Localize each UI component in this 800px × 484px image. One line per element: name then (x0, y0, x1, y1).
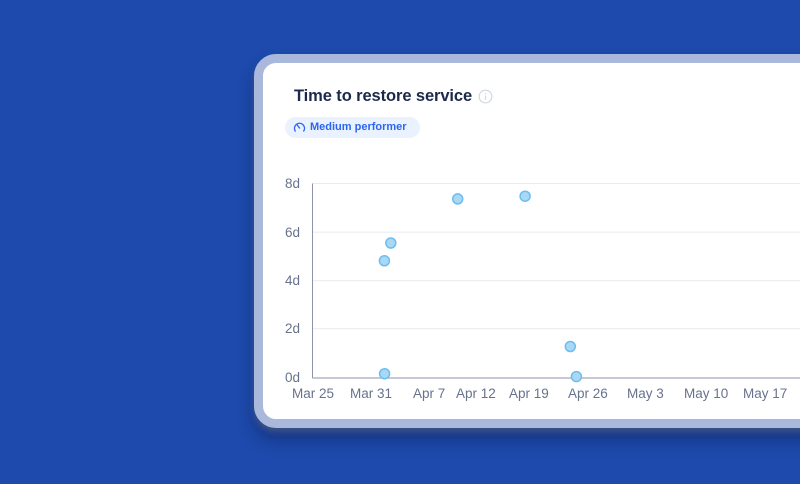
svg-text:Apr 7: Apr 7 (413, 386, 445, 401)
svg-text:Apr 12: Apr 12 (456, 386, 496, 401)
svg-text:Mar 31: Mar 31 (350, 386, 392, 401)
svg-text:4d: 4d (285, 273, 300, 288)
svg-text:May 3: May 3 (627, 386, 664, 401)
svg-text:May 10: May 10 (684, 386, 728, 401)
svg-text:0d: 0d (285, 370, 300, 385)
svg-text:Mar 25: Mar 25 (292, 386, 334, 401)
svg-text:6d: 6d (285, 225, 300, 240)
svg-text:8d: 8d (285, 176, 300, 191)
svg-text:Apr 26: Apr 26 (568, 386, 608, 401)
svg-text:May 17: May 17 (743, 386, 787, 401)
svg-text:Apr 19: Apr 19 (509, 386, 549, 401)
svg-text:2d: 2d (285, 321, 300, 336)
